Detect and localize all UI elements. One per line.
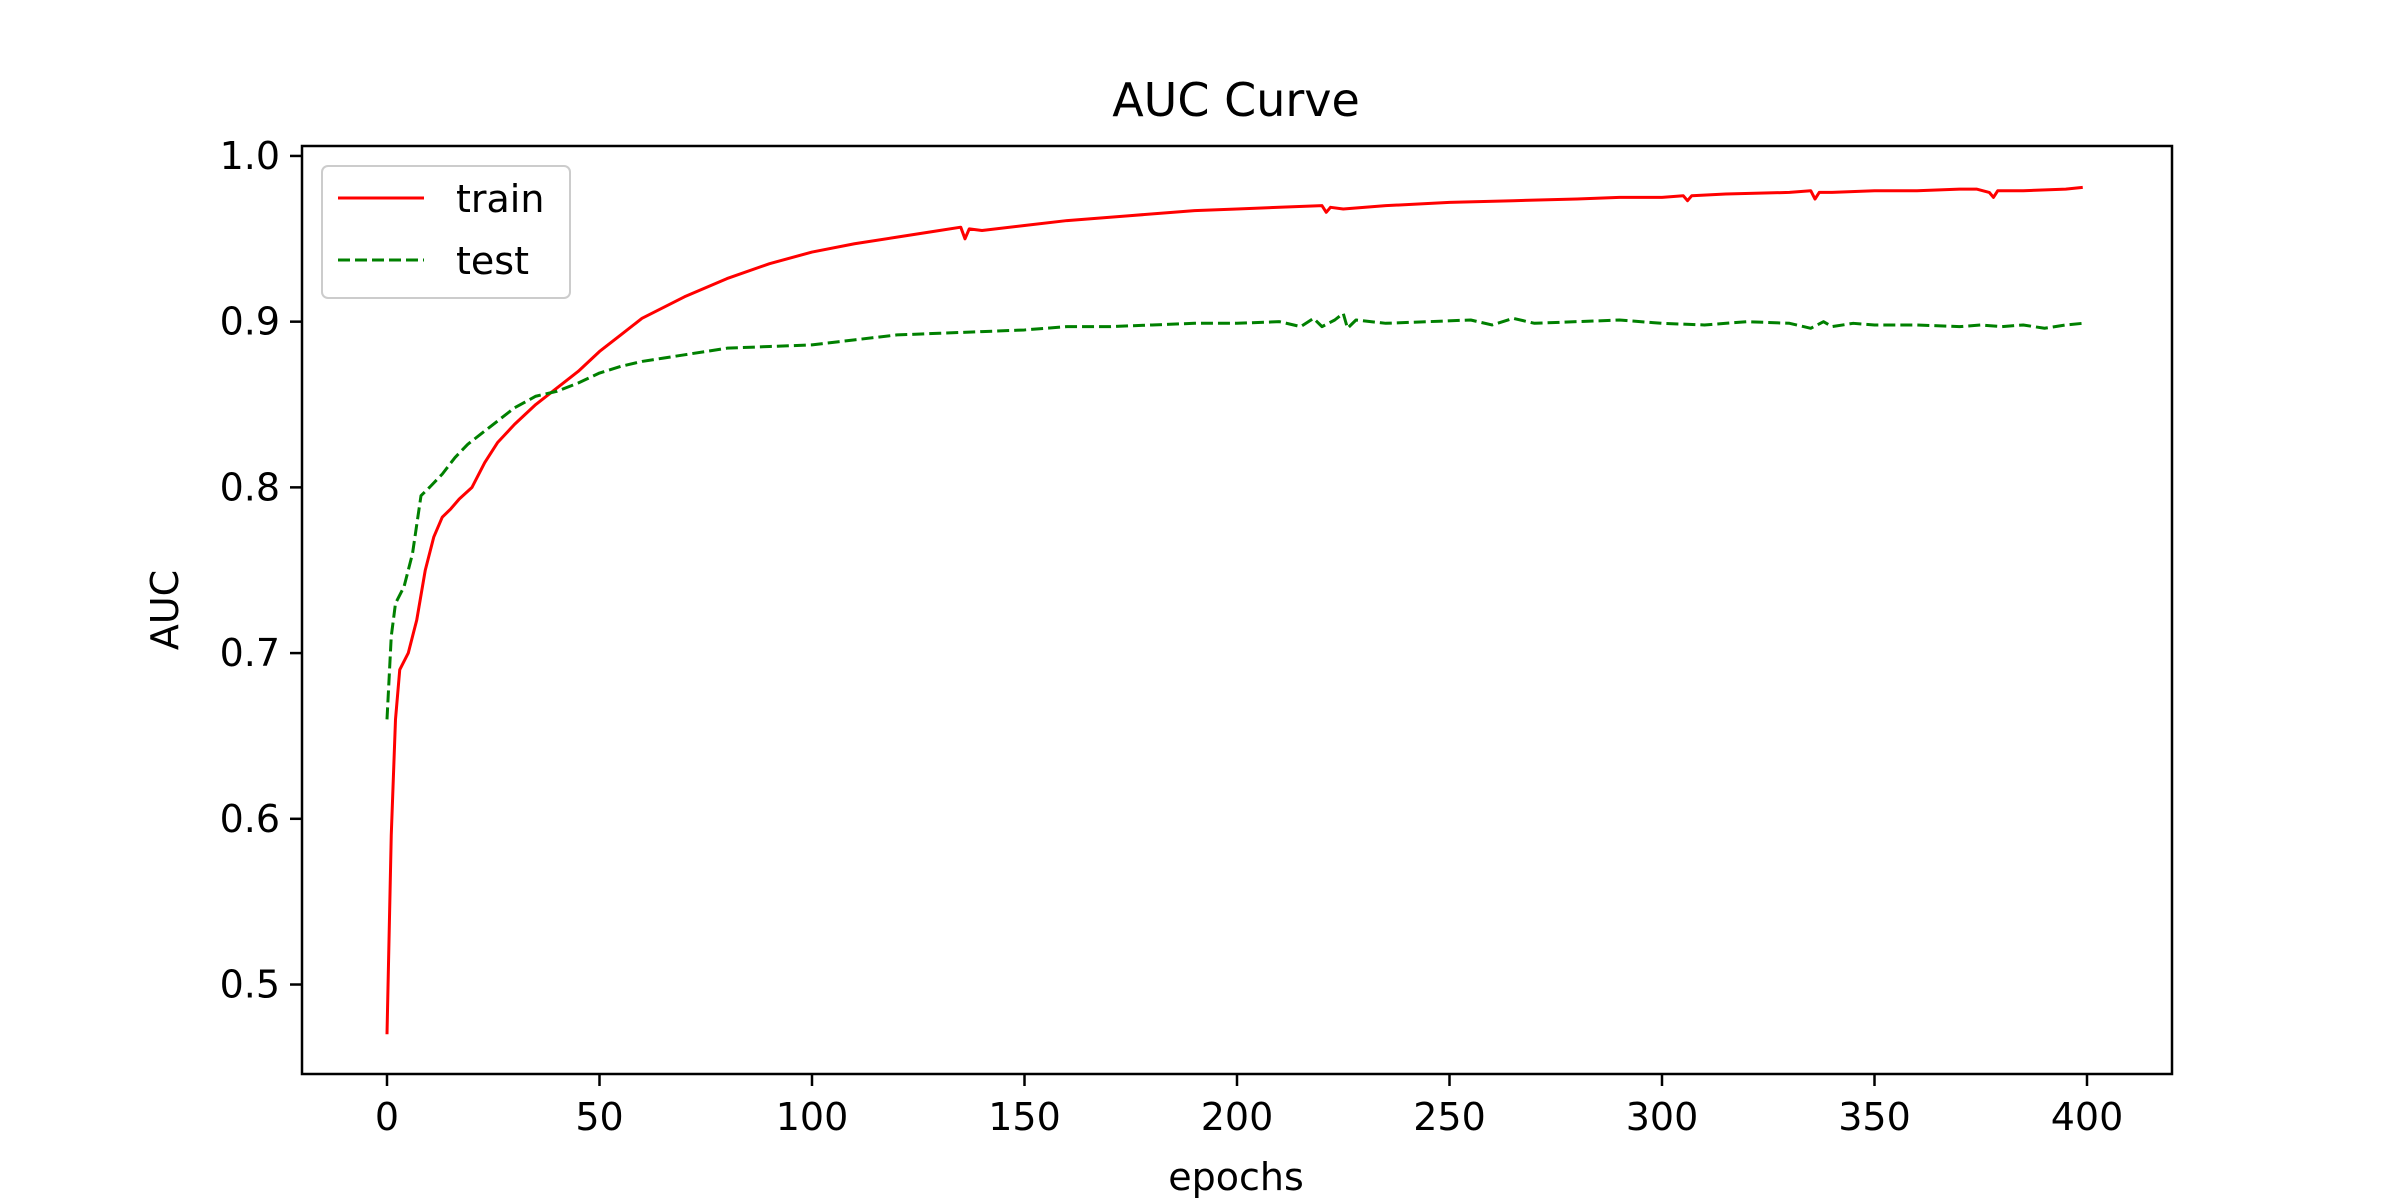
x-tick-label: 0 xyxy=(375,1095,399,1139)
y-tick-label: 1.0 xyxy=(220,134,280,178)
x-tick-label: 100 xyxy=(776,1095,849,1139)
x-tick-label: 250 xyxy=(1413,1095,1486,1139)
series-line-train xyxy=(385,185,2083,1035)
y-tick-label: 0.5 xyxy=(220,963,280,1007)
x-tick-label: 150 xyxy=(988,1095,1061,1139)
y-tick-label: 0.8 xyxy=(220,465,280,509)
y-axis-label: AUC xyxy=(143,570,187,650)
legend-label-train: train xyxy=(456,177,544,221)
x-tick-label: 200 xyxy=(1201,1095,1274,1139)
y-tick-label: 0.7 xyxy=(220,631,280,675)
plot-frame xyxy=(300,144,2174,1076)
x-axis-label: epochs xyxy=(1168,1155,1304,1199)
y-tick-label: 0.9 xyxy=(220,300,280,344)
legend: train test xyxy=(321,165,571,299)
x-tick-label: 300 xyxy=(1626,1095,1699,1139)
y-axis-ticks: 0.5 0.6 0.7 0.8 0.9 1.0 xyxy=(220,134,302,1007)
x-axis-ticks: 0 50 100 150 200 250 300 350 400 xyxy=(375,1074,2123,1139)
x-tick-label: 50 xyxy=(575,1095,623,1139)
series-layer xyxy=(385,185,2083,1035)
x-tick-label: 350 xyxy=(1838,1095,1911,1139)
chart-title: AUC Curve xyxy=(1112,73,1360,127)
plot-area xyxy=(300,144,2174,1076)
y-tick-label: 0.6 xyxy=(220,797,280,841)
series-line-test xyxy=(385,311,2083,720)
x-tick-label: 400 xyxy=(2051,1095,2124,1139)
legend-label-test: test xyxy=(456,239,529,283)
